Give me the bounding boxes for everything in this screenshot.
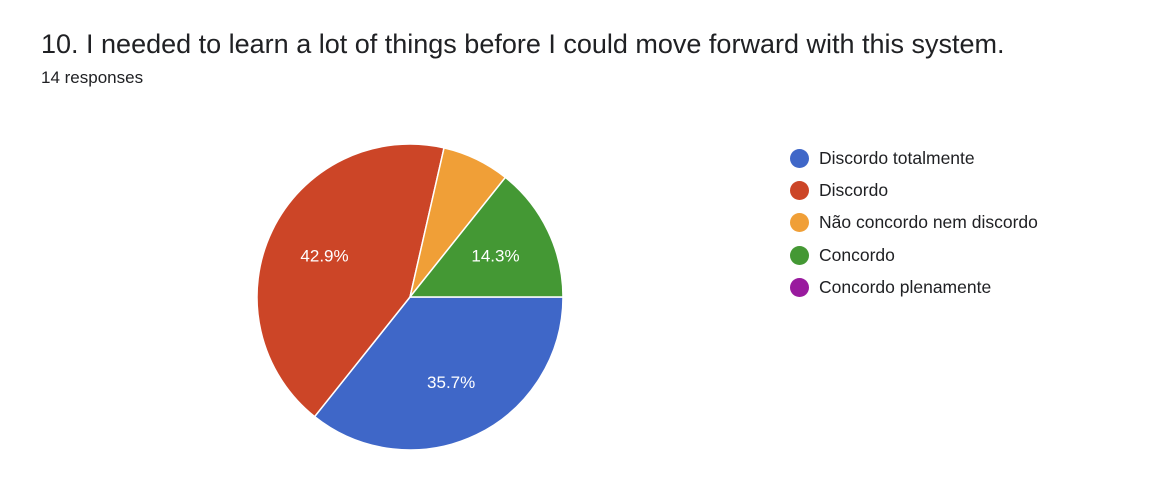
pie-slice-discordo [256, 143, 445, 418]
legend-item-concordo[interactable]: Concordo [790, 239, 1038, 271]
legend-label-nao-concordo-nem-discordo: Não concordo nem discordo [819, 212, 1038, 233]
legend-swatch-discordo [790, 180, 809, 200]
legend-swatch-nao-concordo-nem-discordo [790, 213, 809, 233]
slice-label-concordo: 14.3% [471, 246, 519, 265]
legend-label-discordo: Discordo [819, 179, 889, 200]
legend-item-concordo-plenamente[interactable]: Concordo plenamente [790, 271, 1038, 303]
pie-slice-concordo [408, 176, 564, 298]
question-title: 10. I needed to learn a lot of things be… [41, 29, 1005, 59]
legend-item-nao-concordo-nem-discordo[interactable]: Não concordo nem discordo [790, 207, 1038, 239]
response-count: 14 responses [41, 68, 144, 87]
legend-swatch-concordo [790, 245, 809, 265]
legend-label-discordo-totalmente: Discordo totalmente [819, 147, 975, 168]
legend-swatch-discordo-totalmente [790, 148, 809, 168]
legend-label-concordo: Concordo [819, 244, 895, 265]
slice-label-discordo-totalmente: 35.7% [427, 373, 475, 392]
pie-slice-discordo-totalmente [313, 296, 564, 451]
legend-item-discordo[interactable]: Discordo [790, 174, 1038, 206]
legend-label-concordo-plenamente: Concordo plenamente [819, 276, 992, 297]
slice-label-discordo: 42.9% [300, 246, 348, 265]
legend-item-discordo-totalmente[interactable]: Discordo totalmente [790, 142, 1038, 174]
legend-swatch-concordo-plenamente [790, 277, 809, 297]
chart-legend: Discordo totalmente Discordo Não concordo … [790, 142, 1038, 303]
